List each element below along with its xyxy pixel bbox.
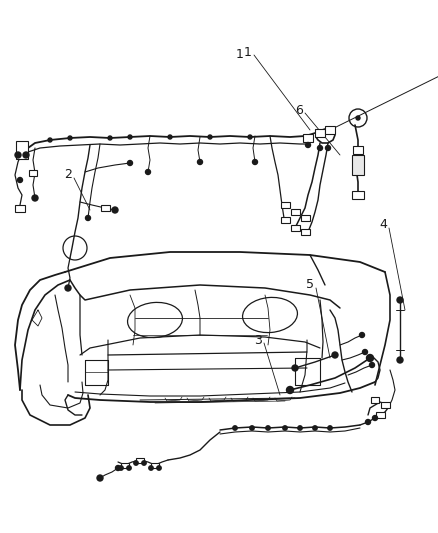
Circle shape	[134, 461, 138, 465]
Text: 2: 2	[64, 168, 72, 182]
Circle shape	[248, 135, 252, 139]
Circle shape	[198, 159, 202, 165]
Bar	[121, 463, 129, 467]
Text: 6: 6	[295, 103, 303, 117]
Bar	[16, 141, 28, 159]
Circle shape	[372, 416, 378, 421]
Text: 1: 1	[236, 49, 244, 61]
Circle shape	[128, 135, 132, 139]
Bar	[375, 412, 385, 418]
Circle shape	[233, 426, 237, 430]
Circle shape	[332, 352, 338, 358]
Circle shape	[208, 135, 212, 139]
Bar	[352, 191, 364, 199]
Bar	[300, 229, 310, 235]
Circle shape	[116, 465, 120, 471]
Text: 3: 3	[254, 334, 262, 346]
Circle shape	[65, 285, 71, 291]
Circle shape	[85, 215, 91, 221]
Circle shape	[112, 207, 118, 213]
Circle shape	[283, 426, 287, 430]
Circle shape	[318, 146, 322, 150]
Circle shape	[397, 297, 403, 303]
Circle shape	[360, 333, 364, 337]
Text: 4: 4	[379, 219, 387, 231]
Circle shape	[328, 426, 332, 430]
Bar	[290, 209, 300, 215]
Circle shape	[397, 357, 403, 363]
Circle shape	[142, 461, 146, 465]
Bar	[280, 217, 290, 223]
Text: 1: 1	[244, 45, 252, 59]
Circle shape	[127, 466, 131, 470]
Circle shape	[127, 160, 133, 166]
Bar	[325, 126, 335, 134]
Circle shape	[48, 138, 52, 142]
Circle shape	[313, 426, 317, 430]
Circle shape	[356, 116, 360, 120]
Circle shape	[252, 159, 258, 165]
Circle shape	[365, 419, 371, 424]
Circle shape	[298, 426, 302, 430]
Text: 5: 5	[306, 279, 314, 292]
Bar	[353, 146, 363, 154]
Circle shape	[286, 386, 293, 393]
Circle shape	[32, 195, 38, 201]
Circle shape	[108, 136, 112, 140]
Bar	[290, 225, 300, 231]
Bar	[371, 397, 379, 403]
Circle shape	[250, 426, 254, 430]
Circle shape	[292, 365, 298, 371]
Bar	[381, 402, 389, 408]
Circle shape	[68, 136, 72, 140]
Circle shape	[119, 466, 123, 470]
Circle shape	[325, 146, 331, 150]
Circle shape	[97, 475, 103, 481]
Bar	[352, 155, 364, 175]
Circle shape	[149, 466, 153, 470]
Circle shape	[23, 152, 29, 158]
Circle shape	[145, 169, 151, 174]
Bar	[151, 463, 159, 467]
Bar	[300, 215, 310, 221]
Bar	[136, 457, 144, 463]
Bar	[15, 205, 25, 212]
Bar	[100, 205, 110, 211]
Circle shape	[266, 426, 270, 430]
Circle shape	[168, 135, 172, 139]
Circle shape	[370, 362, 374, 367]
Circle shape	[363, 350, 367, 354]
Bar	[303, 134, 313, 142]
Circle shape	[305, 142, 311, 148]
Circle shape	[367, 354, 374, 361]
Bar	[280, 202, 290, 208]
Circle shape	[157, 466, 161, 470]
Bar	[29, 170, 37, 176]
Circle shape	[15, 152, 21, 158]
Circle shape	[18, 177, 22, 182]
Bar	[315, 129, 325, 137]
